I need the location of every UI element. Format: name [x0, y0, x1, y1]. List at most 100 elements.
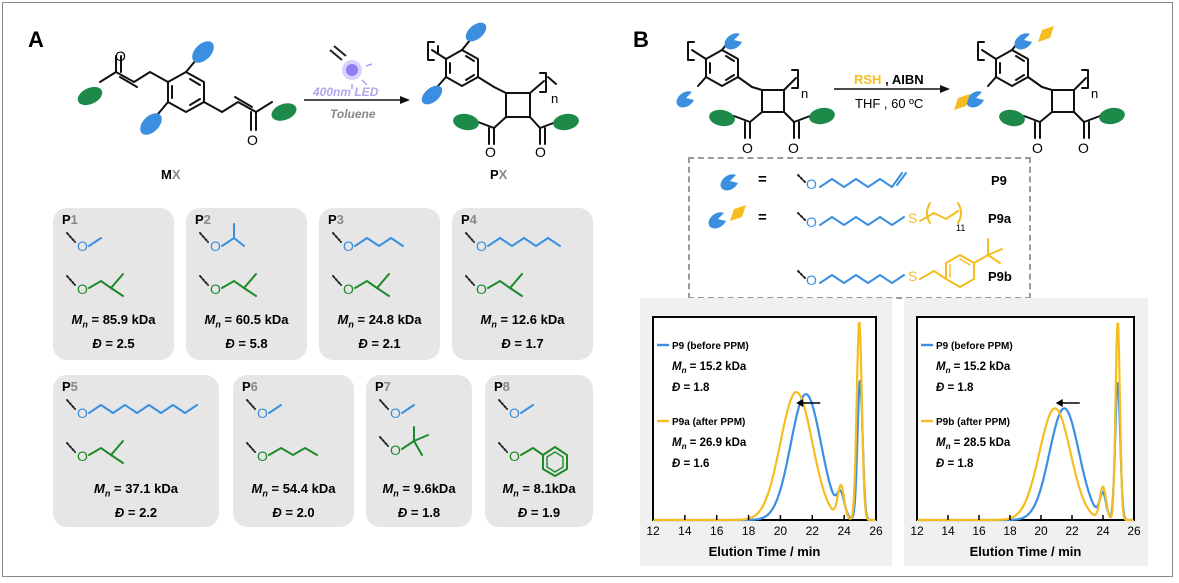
plot-area: [916, 316, 1135, 521]
svg-text:O: O: [390, 405, 401, 421]
card-mn: Mn = 85.9 kDa: [71, 312, 156, 330]
p7-structure: O O: [379, 399, 429, 458]
x-tick-label: 14: [941, 524, 955, 538]
gpc-chart-1: 12 14 16 18 20 22 24 26 Elution Time / min P9 (be…: [640, 298, 892, 566]
polymer-label: PX: [490, 167, 508, 182]
svg-text:O: O: [210, 238, 221, 254]
card-label: P4: [461, 212, 477, 227]
x-tick-label: 16: [972, 524, 986, 538]
polymer-card-p6: P6 O O Mn = 54.4 kDa Đ = 2.0: [233, 375, 354, 527]
svg-text:O: O: [77, 281, 88, 297]
card-label: P5: [62, 379, 78, 394]
x-axis-label: Elution Time / min: [709, 544, 821, 559]
card-mn: Mn = 54.4 kDa: [251, 481, 336, 499]
svg-text:O: O: [476, 238, 487, 254]
carbonyl-o-poly-left: O: [485, 144, 496, 160]
card-label: P1: [62, 212, 78, 227]
card-mn: Mn = 9.6kDa: [382, 481, 456, 499]
panel-b-letter: B: [633, 27, 649, 52]
x-tick-label: 16: [710, 524, 724, 538]
card-mn: Mn = 8.1kDa: [502, 481, 576, 499]
reagents: RSH , AIBN: [854, 72, 924, 87]
svg-text:O: O: [77, 448, 88, 464]
polymer-card-p5: P5 O O Mn = 37.1 kDa Đ = 2.2: [53, 375, 219, 527]
ether-o-3: O: [806, 272, 817, 288]
sulfur-p9a: S: [908, 210, 918, 226]
svg-text:O: O: [343, 281, 354, 297]
svg-text:O: O: [509, 405, 520, 421]
carbonyl-o-poly-right: O: [535, 144, 546, 160]
legend-series-name: P9b (after PPM): [936, 417, 1010, 428]
gpc-chart-2: 12 14 16 18 20 22 24 26 Elution Time / min P9 (be…: [904, 298, 1148, 566]
card-label: P7: [375, 379, 391, 394]
series-line-2: [653, 322, 876, 522]
svg-text:O: O: [257, 405, 268, 421]
panel-a-scheme: [77, 22, 579, 145]
x-tick-label: 24: [837, 524, 851, 538]
x-tick-label: 20: [774, 524, 788, 538]
svg-text:O: O: [343, 238, 354, 254]
card-label: P3: [328, 212, 344, 227]
svg-text:O: O: [257, 448, 268, 464]
legend-label-p9: P9: [991, 173, 1007, 188]
ether-o-2: O: [806, 214, 817, 230]
p6-structure: O O: [246, 399, 318, 464]
shift-arrow-head: [1055, 399, 1063, 407]
figure-frame: [2, 2, 1173, 577]
x-tick-label: 12: [910, 524, 924, 538]
legend-dispersity: Đ = 1.8: [936, 458, 974, 470]
carbonyl-o-left: O: [115, 48, 126, 64]
x-tick-label: 18: [1003, 524, 1017, 538]
p5-structure: O O: [66, 399, 198, 464]
legend-structures: [708, 172, 1003, 288]
polymer-card-p2: P2 O O Mn = 60.5 kDa Đ = 5.8: [186, 208, 307, 360]
card-dispersity: Đ = 2.2: [114, 505, 158, 520]
shift-arrow-head: [796, 399, 804, 407]
p8-structure: O O: [498, 399, 568, 477]
card-dispersity: Đ = 2.0: [272, 505, 315, 520]
polymer-card-p3: P3 O O Mn = 24.8 kDa Đ = 2.1: [319, 208, 440, 360]
card-dispersity: Đ = 2.1: [358, 336, 401, 351]
p3-structure: O O: [332, 232, 404, 297]
x-tick-label: 12: [646, 524, 660, 538]
legend-dispersity: Đ = 1.8: [936, 382, 974, 394]
arrow-label-solvent: Toluene: [330, 107, 376, 121]
substituent-legend: = = O O O S 11 S P9 P9a P9b: [688, 157, 1031, 299]
panel-a-letter: A: [28, 27, 44, 52]
p2-structure: O O: [199, 223, 257, 297]
polymer-card-p8: P8 O O Mn = 8.1kDa Đ = 1.9: [485, 375, 593, 527]
card-dispersity: Đ = 5.8: [225, 336, 268, 351]
series-line-2: [917, 322, 1134, 522]
x-tick-label: 14: [678, 524, 692, 538]
card-mn: Mn = 60.5 kDa: [204, 312, 289, 330]
subscript-n-a: n: [551, 91, 559, 106]
legend-series-name: P9 (before PPM): [936, 341, 1013, 352]
carbonyl-o-b2: O: [788, 140, 799, 156]
svg-text:O: O: [390, 442, 401, 458]
subscript-n-b1: n: [801, 86, 809, 101]
polymer-card-p7: P7 O O Mn = 9.6kDa Đ = 1.8: [366, 375, 472, 527]
arrow-label-led: 400nm LED: [313, 85, 379, 99]
legend-mn: Mn = 26.9 kDa: [672, 437, 747, 451]
carbonyl-o-b3: O: [1032, 140, 1043, 156]
legend-series-name: P9a (after PPM): [672, 417, 745, 428]
svg-text:O: O: [77, 405, 88, 421]
card-label: P2: [195, 212, 211, 227]
legend-label-p9b: P9b: [988, 269, 1012, 284]
card-dispersity: Đ = 1.9: [517, 505, 561, 520]
card-mn: Mn = 24.8 kDa: [337, 312, 422, 330]
card-mn: Mn = 37.1 kDa: [94, 481, 178, 499]
sulfur-p9b: S: [908, 268, 918, 284]
ether-o-1: O: [806, 176, 817, 192]
panel-b-scheme: [676, 26, 1125, 139]
x-axis-label: Elution Time / min: [970, 544, 1082, 559]
polymer-card-p1: P1 O O Mn = 85.9 kDa Đ = 2.5: [53, 208, 174, 360]
svg-text:O: O: [509, 448, 520, 464]
card-dispersity: Đ = 1.7: [501, 336, 544, 351]
card-mn: Mn = 12.6 kDa: [480, 312, 565, 330]
carbonyl-o-b4: O: [1078, 140, 1089, 156]
svg-text:O: O: [77, 238, 88, 254]
legend-mn: Mn = 28.5 kDa: [936, 437, 1011, 451]
x-tick-label: 20: [1034, 524, 1048, 538]
subscript-11: 11: [956, 223, 966, 233]
